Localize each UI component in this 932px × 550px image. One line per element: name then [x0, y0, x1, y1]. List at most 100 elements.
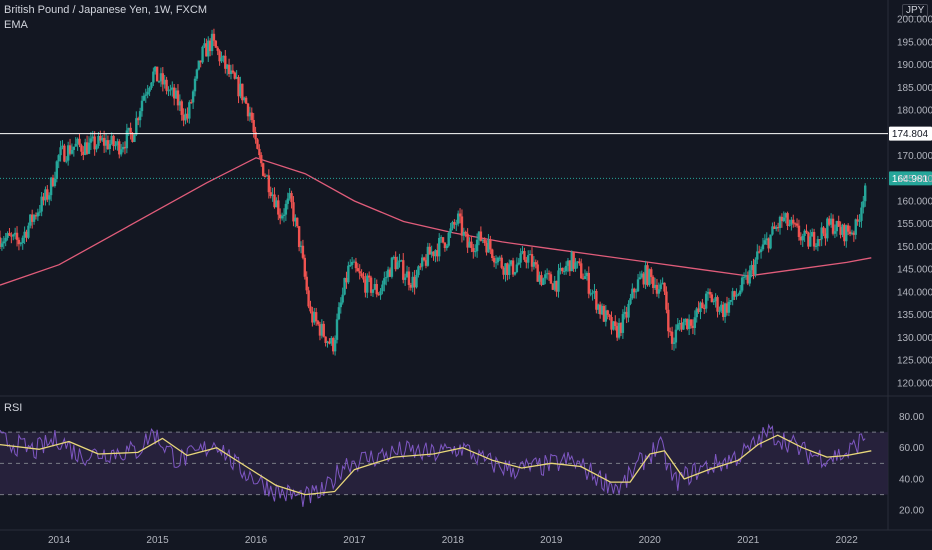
candle-body — [566, 260, 570, 266]
candle-body — [511, 260, 515, 275]
candle-body — [667, 309, 670, 332]
candle-body — [615, 326, 619, 338]
candle-body — [581, 278, 585, 280]
candle-body — [464, 231, 467, 234]
candle-body — [184, 113, 187, 121]
candle-body — [101, 137, 104, 141]
candle-body — [269, 192, 272, 197]
candle-body — [559, 267, 562, 271]
price-tick-label: 155.000 — [897, 219, 932, 230]
chart-title[interactable]: British Pound / Japanese Yen, 1W, FXCM — [4, 4, 208, 16]
candle-body — [860, 207, 863, 221]
candle-body — [125, 130, 129, 149]
candle-body — [307, 290, 310, 307]
candle-body — [723, 303, 727, 317]
candle-body — [326, 341, 329, 343]
candle-body — [534, 262, 537, 265]
candle-body — [163, 79, 166, 85]
candle-body — [332, 337, 335, 352]
candle-body — [841, 224, 844, 235]
candle-body — [672, 342, 676, 344]
rsi-ma-line — [0, 434, 872, 496]
candle-body — [167, 90, 170, 92]
candle-body — [712, 301, 715, 303]
candle-body — [91, 136, 94, 139]
candle-body — [597, 304, 600, 310]
candle-body — [171, 87, 174, 90]
candle-body — [44, 189, 47, 201]
candle-body — [767, 238, 770, 249]
candle-body — [689, 319, 693, 326]
candle-body — [148, 87, 151, 92]
candle-body — [53, 178, 57, 186]
candle-body — [557, 270, 560, 292]
candle-body — [432, 251, 435, 257]
candle-body — [360, 273, 363, 277]
candle-body — [506, 263, 509, 276]
candle-body — [731, 291, 734, 301]
candle-body — [475, 239, 479, 252]
candle-body — [797, 225, 801, 237]
candle-body — [36, 212, 40, 217]
candle-body — [491, 249, 494, 258]
time-tick-label: 2015 — [146, 535, 169, 546]
current-price-badge — [889, 171, 932, 186]
candle-body — [551, 283, 555, 290]
candle-body — [224, 55, 227, 69]
candle-body — [829, 218, 833, 225]
candle-body — [621, 314, 625, 333]
candle-body — [271, 194, 274, 197]
candle-body — [699, 302, 702, 313]
candle-body — [424, 260, 428, 266]
candle-body — [157, 81, 161, 83]
candle-body — [593, 290, 596, 293]
candle-body — [135, 118, 138, 135]
candle-body — [68, 145, 72, 154]
candle-body — [585, 272, 589, 277]
candle-body — [782, 217, 785, 222]
candle-body — [273, 194, 276, 208]
candle-body — [684, 318, 687, 322]
candle-body — [617, 322, 621, 338]
candle-body — [542, 278, 545, 285]
candle-body — [239, 83, 242, 97]
candle-body — [570, 251, 573, 272]
ema-indicator-label[interactable]: EMA — [4, 19, 28, 31]
candle-body — [657, 289, 661, 294]
candle-body — [138, 111, 142, 121]
candle-body — [322, 323, 325, 337]
candle-body — [282, 214, 286, 217]
candle-body — [663, 282, 666, 292]
candle-body — [396, 262, 399, 270]
rsi-indicator-label[interactable]: RSI — [4, 402, 23, 414]
candle-body — [328, 341, 331, 344]
candle-body — [610, 316, 613, 330]
candle-body — [580, 263, 583, 279]
candle-body — [197, 60, 200, 70]
candle-body — [335, 319, 339, 340]
candle-body — [517, 262, 520, 265]
candle-body — [761, 244, 765, 250]
candle-body — [392, 256, 395, 258]
candle-body — [862, 201, 865, 208]
candle-body — [72, 146, 76, 151]
candle-body — [771, 226, 774, 235]
candle-body — [373, 284, 377, 290]
candle-body — [670, 331, 674, 344]
candle-body — [76, 138, 79, 144]
candle-body — [260, 155, 263, 164]
candle-body — [608, 314, 611, 317]
candle-body — [341, 294, 344, 303]
candle-body — [854, 219, 857, 235]
candle-body — [57, 155, 60, 162]
candle-body — [278, 214, 282, 219]
currency-label[interactable]: JPY — [902, 4, 929, 17]
candle-body — [691, 325, 695, 328]
candle-body — [549, 274, 553, 284]
candle-body — [15, 232, 19, 240]
candle-body — [78, 138, 81, 146]
rsi-tick-label: 40.00 — [899, 474, 924, 485]
candle-body — [653, 284, 657, 288]
candle-body — [629, 298, 632, 304]
